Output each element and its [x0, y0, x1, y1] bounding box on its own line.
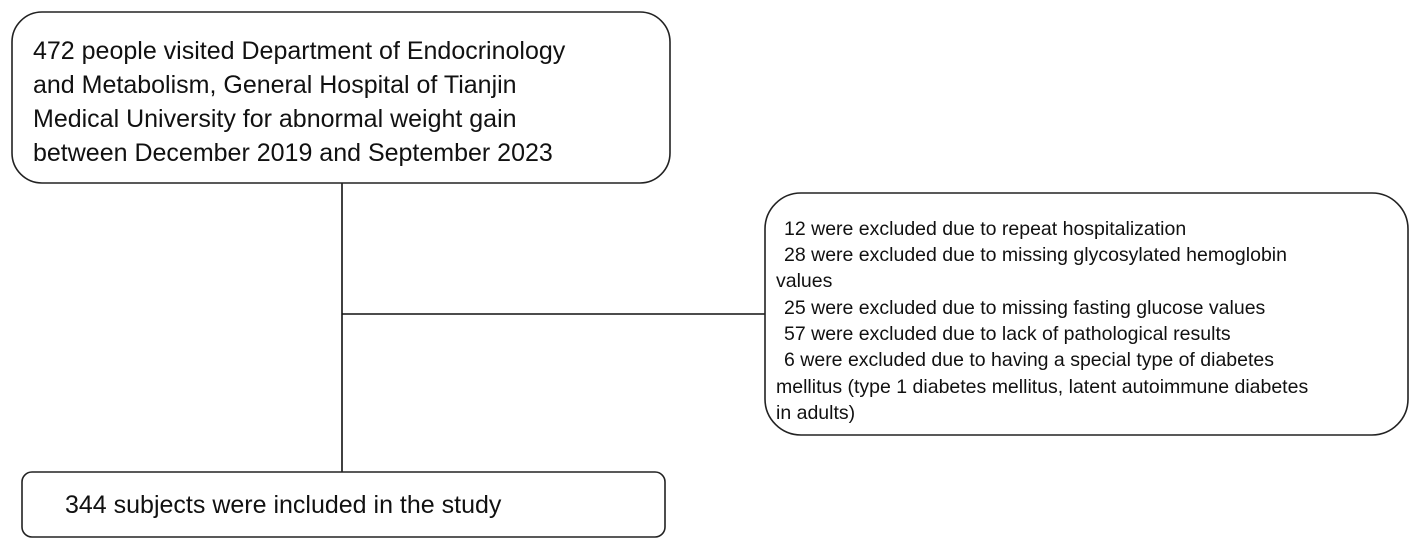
box-text: 28 were excluded due to missing glycosyl…: [784, 244, 1287, 266]
exclusion-box: [764, 192, 1409, 436]
box-text: Medical University for abnormal weight g…: [33, 105, 517, 133]
result-box: [21, 471, 666, 538]
box-text: 6 were excluded due to having a special …: [784, 349, 1274, 371]
box-text: 57 were excluded due to lack of patholog…: [784, 323, 1231, 345]
start-box: [11, 11, 671, 184]
box-text: 25 were excluded due to missing fasting …: [784, 297, 1266, 319]
box-text: 472 people visited Department of Endocri…: [33, 37, 566, 65]
box-text: 12 were excluded due to repeat hospitali…: [784, 218, 1186, 240]
box-text: between December 2019 and September 2023: [33, 139, 553, 167]
box-text: mellitus (type 1 diabetes mellitus, late…: [776, 376, 1308, 398]
box-text: and Metabolism, General Hospital of Tian…: [33, 71, 517, 99]
box-text: values: [776, 270, 833, 292]
box-text: 344 subjects were included in the study: [65, 491, 502, 519]
box-text: in adults): [776, 402, 855, 424]
